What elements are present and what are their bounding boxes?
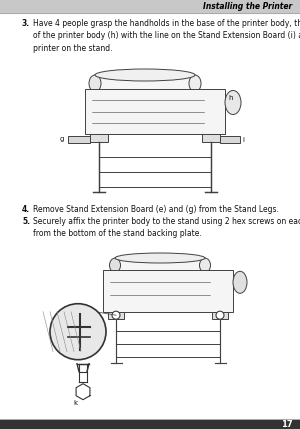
Text: 5.: 5.: [22, 217, 30, 226]
Text: Remove Stand Extension Board (e) and (g) from the Stand Legs.: Remove Stand Extension Board (e) and (g)…: [33, 205, 279, 214]
Bar: [108, 312, 124, 319]
Text: 3.: 3.: [22, 19, 30, 28]
Text: Installing the Printer: Installing the Printer: [203, 2, 292, 11]
Text: 17: 17: [281, 420, 293, 429]
Ellipse shape: [233, 271, 247, 293]
Bar: [95, 75, 195, 92]
Circle shape: [216, 311, 224, 319]
Text: h: h: [228, 95, 232, 101]
Bar: [85, 89, 225, 134]
Bar: [103, 270, 233, 312]
Circle shape: [50, 304, 106, 360]
Bar: [220, 136, 240, 143]
Text: Have 4 people grasp the handholds in the base of the printer body, then align th: Have 4 people grasp the handholds in the…: [33, 19, 300, 53]
Text: Securely affix the printer body to the stand using 2 hex screws on each side sta: Securely affix the printer body to the s…: [33, 217, 300, 239]
Bar: [115, 258, 205, 272]
Circle shape: [112, 311, 120, 319]
Ellipse shape: [225, 91, 241, 115]
Text: i: i: [242, 136, 244, 142]
Ellipse shape: [89, 75, 101, 92]
Bar: [68, 136, 90, 143]
Ellipse shape: [95, 69, 195, 81]
Bar: [202, 134, 220, 142]
Text: g: g: [60, 136, 64, 142]
Ellipse shape: [200, 258, 211, 272]
Text: k: k: [74, 347, 78, 353]
Ellipse shape: [110, 258, 121, 272]
Ellipse shape: [115, 253, 205, 263]
Ellipse shape: [189, 75, 201, 92]
Bar: [0, 420, 300, 429]
Bar: [212, 312, 228, 319]
Bar: [90, 134, 108, 142]
Text: 4.: 4.: [22, 205, 30, 214]
Text: k: k: [73, 400, 77, 406]
Bar: [0, 0, 300, 13]
